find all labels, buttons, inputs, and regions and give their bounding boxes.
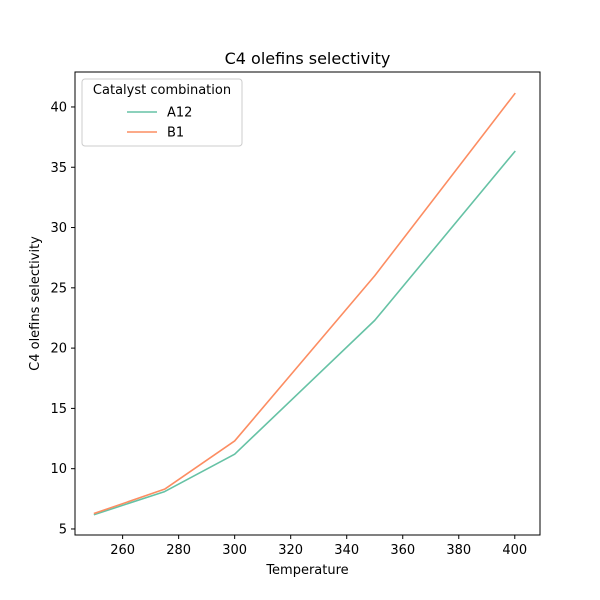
x-tick-label: 320 [278,543,303,558]
x-tick-label: 260 [110,543,135,558]
x-tick-label: 280 [166,543,191,558]
y-tick-label: 35 [50,161,67,176]
series-line-b1 [93,92,516,515]
y-axis-label: C4 olefins selectivity [28,236,43,371]
y-tick-label: 5 [59,522,67,537]
x-tick-label: 340 [334,543,359,558]
y-tick-label: 10 [50,462,67,477]
y-tick-label: 25 [50,281,67,296]
legend-label-b1: B1 [167,126,184,141]
y-tick-label: 30 [50,221,67,236]
x-tick-label: 400 [502,543,527,558]
series-line-a12 [93,150,516,516]
y-tick-label: 20 [50,342,67,357]
chart-title: C4 olefins selectivity [225,49,391,68]
series-lines [93,92,516,516]
x-axis-label: Temperature [265,563,348,578]
legend-label-a12: A12 [167,106,192,121]
y-tick-label: 15 [50,402,67,417]
x-tick-label: 380 [446,543,471,558]
plot-frame [74,71,541,536]
y-tick-label: 40 [50,100,67,115]
legend-title: Catalyst combination [93,83,231,98]
plot-area: 260 280 300 320 340 360 380 400 5 10 15 20 25 30 35 40 [50,71,541,558]
x-tick-label: 300 [222,543,247,558]
x-axis: 260 280 300 320 340 360 380 400 [110,535,527,558]
legend-box [81,78,243,147]
x-tick-label: 360 [390,543,415,558]
y-axis: 5 10 15 20 25 30 35 40 [50,100,75,537]
